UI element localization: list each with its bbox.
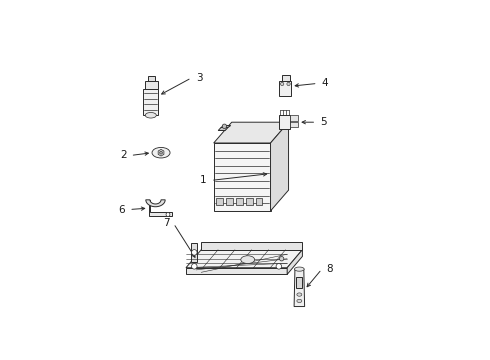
Circle shape xyxy=(276,264,282,269)
Circle shape xyxy=(192,249,197,255)
Circle shape xyxy=(192,264,197,269)
Ellipse shape xyxy=(297,299,302,303)
Text: 3: 3 xyxy=(196,73,202,83)
Polygon shape xyxy=(148,76,155,81)
Polygon shape xyxy=(146,200,165,207)
Polygon shape xyxy=(282,75,290,81)
Text: 8: 8 xyxy=(326,264,333,274)
Polygon shape xyxy=(158,149,164,156)
Polygon shape xyxy=(143,89,158,115)
Polygon shape xyxy=(226,198,233,205)
Polygon shape xyxy=(201,242,302,250)
Polygon shape xyxy=(217,198,222,205)
Polygon shape xyxy=(246,198,252,205)
Circle shape xyxy=(222,124,227,129)
Circle shape xyxy=(166,212,170,216)
Circle shape xyxy=(160,151,162,154)
Polygon shape xyxy=(214,122,289,143)
Polygon shape xyxy=(287,250,302,274)
Polygon shape xyxy=(214,143,270,211)
Polygon shape xyxy=(279,115,290,129)
Ellipse shape xyxy=(241,256,255,264)
Text: 4: 4 xyxy=(322,78,328,89)
Text: 1: 1 xyxy=(200,175,207,185)
Circle shape xyxy=(280,82,284,86)
Polygon shape xyxy=(270,122,289,211)
Polygon shape xyxy=(279,81,292,96)
Ellipse shape xyxy=(297,293,302,296)
Ellipse shape xyxy=(294,267,304,271)
Text: 7: 7 xyxy=(163,219,170,228)
Polygon shape xyxy=(290,122,298,127)
Text: 2: 2 xyxy=(120,150,126,161)
Polygon shape xyxy=(256,198,263,205)
Polygon shape xyxy=(290,115,298,121)
Polygon shape xyxy=(296,277,302,288)
Polygon shape xyxy=(294,269,305,307)
Circle shape xyxy=(287,82,290,86)
Polygon shape xyxy=(191,243,196,262)
Polygon shape xyxy=(237,198,243,205)
Ellipse shape xyxy=(145,112,156,118)
Circle shape xyxy=(279,257,284,261)
Text: 5: 5 xyxy=(320,117,327,127)
Polygon shape xyxy=(186,250,302,268)
Polygon shape xyxy=(221,126,231,127)
Polygon shape xyxy=(145,81,158,89)
Text: 6: 6 xyxy=(119,204,125,215)
Polygon shape xyxy=(148,200,172,216)
Polygon shape xyxy=(218,127,228,131)
Polygon shape xyxy=(186,268,287,274)
Ellipse shape xyxy=(152,148,170,158)
